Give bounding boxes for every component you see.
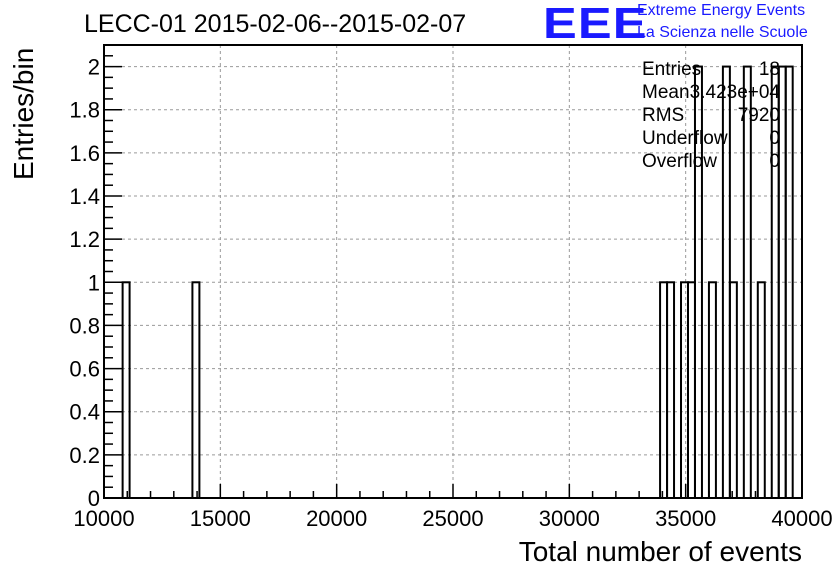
stat-value: 18 (758, 59, 780, 80)
stat-entries: Entries 18 (642, 58, 780, 81)
y-axis-label-box: Entries/bin (6, 30, 39, 190)
x-tick-label: 10000 (73, 506, 134, 531)
histogram-bin (686, 281, 696, 499)
logo-line-2: La Scienza nelle Scuole (637, 24, 808, 41)
eee-logo: EEE (543, 0, 648, 48)
y-tick-label: 0 (88, 486, 100, 511)
y-tick-label: 2 (88, 55, 100, 80)
x-axis-label: Total number of events (518, 536, 802, 567)
tick-labels: 10000 15000 20000 25000 30000 35000 40000 0 0.2 0… (69, 55, 832, 531)
y-tick-label: 0.6 (69, 357, 100, 382)
stat-rms: RMS 7920 (642, 104, 780, 127)
stat-label: RMS (642, 105, 685, 126)
histogram-bars (121, 65, 794, 499)
x-tick-label: 40000 (771, 506, 832, 531)
x-tick-label: 25000 (422, 506, 483, 531)
y-tick-label: 1 (88, 270, 100, 295)
x-tick-label: 30000 (539, 506, 600, 531)
histogram-bin (191, 281, 201, 499)
y-tick-label: 1.2 (69, 227, 100, 252)
stat-value: 7920 (737, 105, 780, 126)
grid (104, 45, 802, 498)
stat-value: 0 (769, 151, 780, 172)
histogram-bin (659, 281, 669, 499)
histogram-bin (121, 281, 131, 499)
stat-label: Underflow (642, 128, 728, 149)
stat-overflow: Overflow 0 (642, 150, 780, 173)
stat-underflow: Underflow 0 (642, 127, 780, 150)
histogram-bin (680, 281, 689, 499)
y-tick-label: 0.4 (69, 400, 100, 425)
histogram-bin (666, 281, 676, 499)
y-tick-label: 0.2 (69, 443, 100, 468)
x-tick-label: 15000 (190, 506, 251, 531)
y-axis-label: Entries/bin (8, 47, 39, 180)
stat-mean: Mean 3.423e+04 (642, 81, 780, 104)
stat-label: Entries (642, 59, 702, 80)
stat-label: Mean (642, 82, 690, 103)
y-tick-label: 1.4 (69, 184, 100, 209)
y-tick-label: 1.8 (69, 98, 100, 123)
histogram-bin (756, 281, 766, 499)
chart-title: LECC-01 2015-02-06--2015-02-07 (84, 10, 467, 38)
stat-value: 3.423e+04 (689, 82, 780, 103)
histogram-bin (707, 281, 717, 499)
histogram-bin (728, 281, 738, 499)
axis-ticks (103, 44, 803, 499)
x-tick-label: 35000 (655, 506, 716, 531)
stat-value: 0 (769, 128, 780, 149)
stat-label: Overflow (642, 151, 717, 172)
x-tick-label: 20000 (306, 506, 367, 531)
y-tick-label: 1.6 (69, 141, 100, 166)
y-tick-label: 0.8 (69, 313, 100, 338)
logo-line-1: Extreme Energy Events (637, 2, 806, 19)
